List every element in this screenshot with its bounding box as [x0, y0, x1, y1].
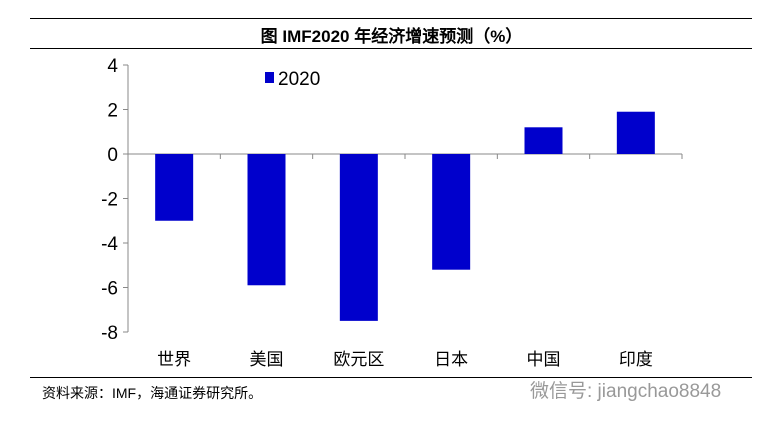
bar — [616, 111, 655, 154]
y-tick-label: -8 — [101, 323, 118, 344]
chart-title: 图 IMF2020 年经济增速预测（%） — [260, 27, 523, 46]
watermark: 微信号: jiangchao8848 — [530, 381, 722, 402]
bar — [432, 154, 471, 270]
bar — [339, 154, 378, 321]
bar — [155, 154, 194, 221]
y-tick-label: -6 — [101, 279, 118, 300]
source-note: 资料来源：IMF，海通证券研究所。 — [42, 385, 263, 401]
legend-swatch — [265, 72, 274, 83]
x-tick-label: 欧元区 — [333, 350, 384, 370]
x-tick-label: 日本 — [434, 350, 468, 370]
y-tick-label: -4 — [101, 234, 118, 255]
top-rule — [30, 18, 752, 19]
bar — [524, 127, 563, 154]
bottom-rule — [30, 377, 752, 378]
x-tick-label: 印度 — [619, 350, 653, 370]
x-tick-label: 美国 — [250, 350, 284, 370]
y-tick-label: 0 — [107, 145, 118, 166]
x-tick-label: 中国 — [527, 350, 561, 370]
y-tick-label: -2 — [101, 190, 118, 211]
legend-label: 2020 — [278, 69, 320, 90]
y-tick-label: 2 — [107, 101, 118, 122]
title-rule — [30, 48, 752, 49]
bar — [247, 154, 286, 286]
x-tick-label: 世界 — [157, 350, 191, 370]
y-tick-label: 4 — [107, 56, 118, 77]
